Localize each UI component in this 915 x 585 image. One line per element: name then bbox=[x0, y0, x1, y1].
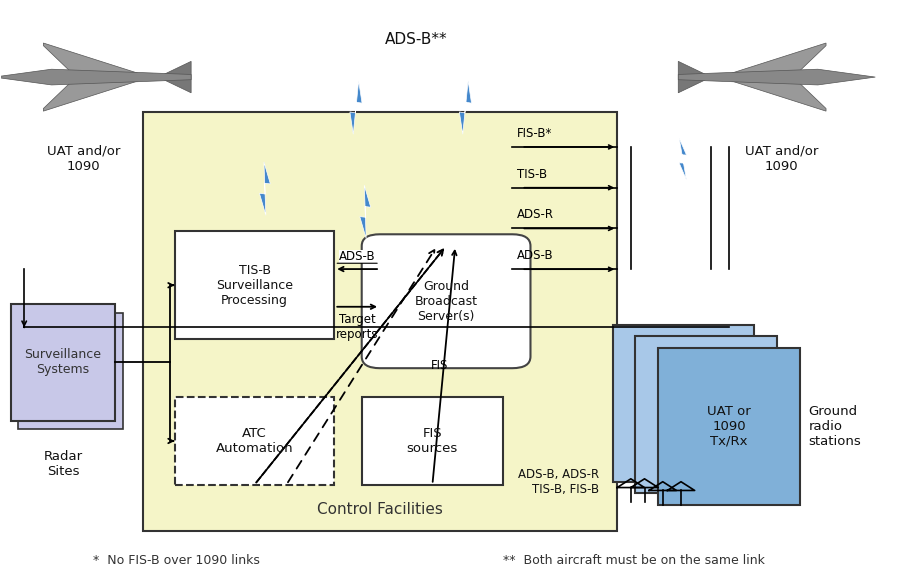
Text: FIS: FIS bbox=[431, 359, 448, 372]
FancyBboxPatch shape bbox=[635, 336, 777, 493]
Text: Surveillance
Systems: Surveillance Systems bbox=[25, 348, 102, 376]
Polygon shape bbox=[43, 43, 142, 111]
FancyBboxPatch shape bbox=[658, 348, 800, 505]
Text: **  Both aircraft must be on the same link: ** Both aircraft must be on the same lin… bbox=[503, 554, 765, 567]
FancyBboxPatch shape bbox=[10, 304, 115, 421]
Polygon shape bbox=[0, 69, 191, 85]
FancyBboxPatch shape bbox=[143, 112, 617, 531]
Text: FIS
sources: FIS sources bbox=[407, 427, 458, 455]
Polygon shape bbox=[679, 138, 686, 180]
Text: Target
reports: Target reports bbox=[336, 312, 379, 340]
Text: ADS-B: ADS-B bbox=[339, 250, 375, 263]
FancyBboxPatch shape bbox=[175, 397, 334, 484]
FancyBboxPatch shape bbox=[17, 313, 123, 429]
Text: UAT or
1090
Tx/Rx: UAT or 1090 Tx/Rx bbox=[707, 405, 751, 448]
Text: ADS-B**: ADS-B** bbox=[385, 32, 447, 47]
FancyBboxPatch shape bbox=[361, 397, 503, 484]
Text: *  No FIS-B over 1090 links: * No FIS-B over 1090 links bbox=[92, 554, 260, 567]
Polygon shape bbox=[678, 61, 711, 93]
Text: Ground
Broadcast
Server(s): Ground Broadcast Server(s) bbox=[414, 280, 478, 323]
Text: FIS-B*: FIS-B* bbox=[517, 127, 552, 140]
Text: TIS-B: TIS-B bbox=[517, 168, 547, 181]
Text: ADS-B: ADS-B bbox=[517, 249, 554, 262]
Text: Radar
Sites: Radar Sites bbox=[43, 450, 82, 478]
Polygon shape bbox=[360, 185, 371, 239]
Text: UAT and/or
1090: UAT and/or 1090 bbox=[47, 144, 120, 173]
Text: Ground
radio
stations: Ground radio stations bbox=[809, 405, 861, 448]
Text: ADS-R: ADS-R bbox=[517, 208, 554, 222]
Text: Control Facilities: Control Facilities bbox=[317, 502, 443, 517]
Text: TIS-B
Surveillance
Processing: TIS-B Surveillance Processing bbox=[216, 264, 293, 307]
Polygon shape bbox=[350, 81, 362, 134]
FancyBboxPatch shape bbox=[175, 231, 334, 339]
Text: ADS-B, ADS-R
TIS-B, FIS-B: ADS-B, ADS-R TIS-B, FIS-B bbox=[518, 468, 599, 495]
FancyBboxPatch shape bbox=[612, 325, 754, 481]
Text: ATC
Automation: ATC Automation bbox=[216, 427, 294, 455]
Polygon shape bbox=[727, 43, 826, 111]
FancyBboxPatch shape bbox=[361, 234, 531, 368]
Polygon shape bbox=[459, 81, 471, 134]
Polygon shape bbox=[678, 69, 876, 85]
Polygon shape bbox=[260, 162, 270, 215]
Text: UAT and/or
1090: UAT and/or 1090 bbox=[745, 144, 818, 173]
Polygon shape bbox=[158, 61, 191, 93]
